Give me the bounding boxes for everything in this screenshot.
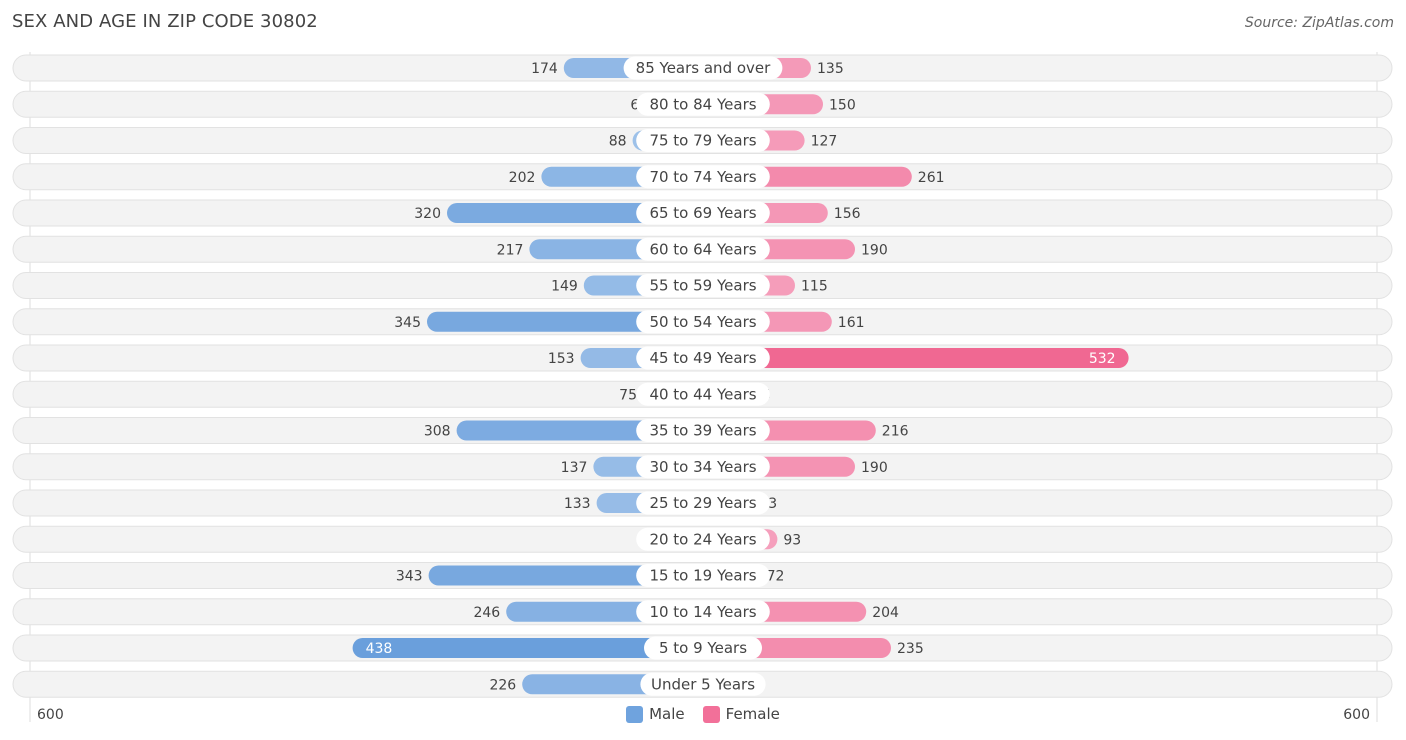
value-label-male: 137 <box>561 460 588 476</box>
value-label-male: 217 <box>497 242 524 258</box>
legend-label-female: Female <box>725 705 780 723</box>
value-label-male: 438 <box>366 641 393 657</box>
category-pill <box>636 382 770 406</box>
value-label-male: 308 <box>424 424 451 440</box>
value-label-male: 174 <box>531 61 558 77</box>
legend-swatch-female <box>702 705 720 723</box>
category-label: 50 to 54 Years <box>649 313 756 331</box>
category-label: 55 to 59 Years <box>649 277 756 295</box>
category-pill <box>636 92 770 116</box>
x-tick-right: 600 <box>1343 707 1370 723</box>
category-label: 60 to 64 Years <box>649 240 756 258</box>
category-label: 35 to 39 Years <box>649 422 756 440</box>
category-pill <box>636 564 770 587</box>
value-label-male: 226 <box>489 677 516 693</box>
value-label-male: 345 <box>394 315 421 331</box>
value-label-male: 320 <box>414 206 441 222</box>
category-pill <box>636 310 770 334</box>
category-label: 75 to 79 Years <box>649 132 756 150</box>
value-label-female: 127 <box>811 134 838 150</box>
category-pill <box>636 165 770 189</box>
legend-label-male: Male <box>649 705 685 723</box>
category-pill <box>636 201 770 225</box>
value-label-male: 202 <box>509 170 536 186</box>
value-label-female: 150 <box>829 97 856 113</box>
category-pill <box>636 129 770 152</box>
category-label: 45 to 49 Years <box>649 349 756 367</box>
category-label: 80 to 84 Years <box>649 95 756 113</box>
value-label-female: 216 <box>882 424 909 440</box>
legend-item-male[interactable]: Male <box>626 705 685 723</box>
category-label: 10 to 14 Years <box>649 603 756 621</box>
category-label: 85 Years and over <box>636 59 771 77</box>
bar-female <box>703 348 1129 368</box>
category-pill <box>636 274 770 297</box>
value-label-female: 115 <box>801 279 828 295</box>
value-label-female: 190 <box>861 460 888 476</box>
value-label-female: 204 <box>872 605 899 621</box>
category-pill <box>636 491 770 515</box>
bar-male <box>352 638 703 658</box>
category-pill <box>636 237 770 261</box>
value-label-female: 72 <box>767 569 785 585</box>
chart-title: SEX AND AGE IN ZIP CODE 30802 <box>12 11 318 32</box>
legend-swatch-male <box>626 705 644 723</box>
category-pill <box>636 455 770 479</box>
value-label-female: 161 <box>838 315 865 331</box>
chart-source: Source: ZipAtlas.com <box>1244 15 1394 31</box>
value-label-male: 133 <box>564 496 591 512</box>
category-pill <box>640 672 766 696</box>
category-label: 5 to 9 Years <box>659 639 747 657</box>
category-label: 65 to 69 Years <box>649 204 756 222</box>
value-label-male: 153 <box>548 351 575 367</box>
value-label-female: 156 <box>834 206 861 222</box>
category-label: 70 to 74 Years <box>649 168 756 186</box>
category-label: 40 to 44 Years <box>649 385 756 403</box>
value-label-male: 149 <box>551 279 578 295</box>
value-label-male: 343 <box>396 569 423 585</box>
value-label-female: 532 <box>1089 351 1116 367</box>
legend-item-female[interactable]: Female <box>702 705 780 723</box>
x-tick-left: 600 <box>37 707 64 723</box>
bar-male <box>427 311 703 332</box>
legend: Male Female <box>0 705 1406 723</box>
category-label: 30 to 34 Years <box>649 458 756 476</box>
category-label: 25 to 29 Years <box>649 494 756 512</box>
category-pill <box>636 419 770 442</box>
value-label-female: 235 <box>897 641 924 657</box>
bar-male <box>428 565 703 586</box>
category-label: Under 5 Years <box>651 675 755 693</box>
category-label: 15 to 19 Years <box>649 567 756 585</box>
category-pill <box>623 56 783 80</box>
category-label: 20 to 24 Years <box>649 530 756 548</box>
category-pill <box>636 346 770 370</box>
value-label-male: 75 <box>619 387 637 403</box>
value-label-female: 261 <box>918 170 945 186</box>
value-label-female: 135 <box>817 61 844 77</box>
value-label-male: 246 <box>473 605 500 621</box>
value-label-male: 88 <box>609 134 627 150</box>
value-label-female: 190 <box>861 242 888 258</box>
category-pill <box>636 527 770 551</box>
value-label-female: 93 <box>783 532 801 548</box>
category-pill <box>636 600 770 624</box>
category-pill <box>644 636 762 660</box>
